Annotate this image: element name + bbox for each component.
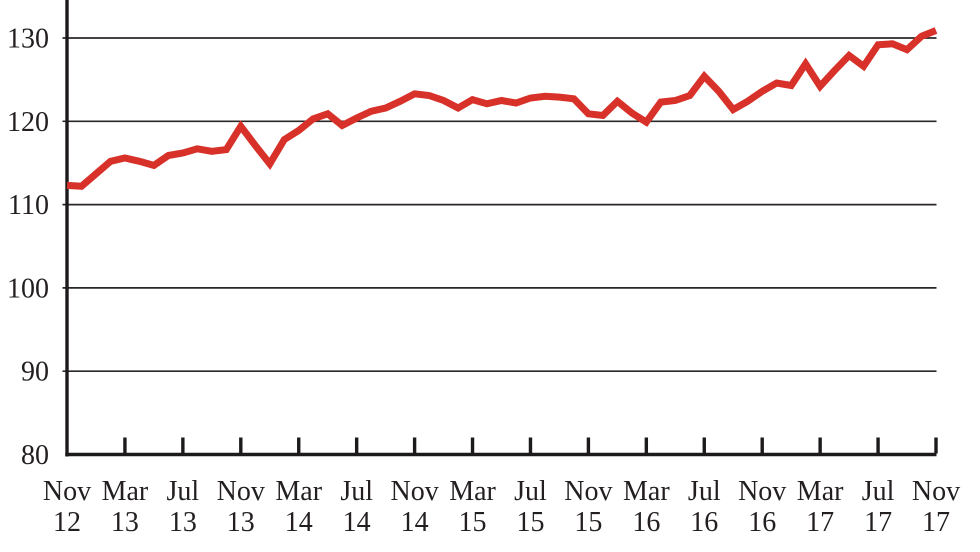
y-tick-label: 130 <box>7 24 49 55</box>
x-tick-label-month: Nov <box>390 476 438 507</box>
x-tick-label-year: 14 <box>401 507 429 538</box>
y-axis-labels: 80 90 100 110 120 130 <box>7 24 49 472</box>
x-tick-label-year: 16 <box>632 507 660 538</box>
x-tick-label-month: Nov <box>564 476 612 507</box>
y-tick-label: 80 <box>21 440 49 471</box>
x-tick-label-year: 14 <box>285 507 313 538</box>
x-tick-label-month: Nov <box>217 476 265 507</box>
x-axis-labels: Nov12Mar13Jul13Nov13Mar14Jul14Nov14Mar15… <box>43 476 960 538</box>
x-tick-label-year: 17 <box>922 507 950 538</box>
x-tick-label-year: 17 <box>864 507 892 538</box>
x-tick-label-month: Nov <box>738 476 786 507</box>
x-tick-label-month: Jul <box>514 476 547 507</box>
x-tick-label-year: 17 <box>806 507 834 538</box>
gridlines <box>62 37 937 373</box>
x-tick-label-year: 15 <box>516 507 544 538</box>
x-tick-label-month: Jul <box>340 476 373 507</box>
x-tick-label-year: 14 <box>343 507 371 538</box>
x-tick-label-month: Jul <box>862 476 895 507</box>
x-tick-label-month: Mar <box>797 476 844 507</box>
x-tick-label-year: 13 <box>111 507 139 538</box>
x-tick-label-year: 12 <box>53 507 81 538</box>
axes <box>65 0 937 457</box>
x-tick-label-month: Jul <box>167 476 200 507</box>
x-tick-label-year: 13 <box>227 507 255 538</box>
y-tick-label: 90 <box>21 357 49 388</box>
x-tick-label-month: Nov <box>912 476 960 507</box>
x-tick-label-month: Nov <box>43 476 91 507</box>
x-ticks <box>123 437 938 454</box>
x-tick-label-year: 16 <box>748 507 776 538</box>
x-tick-label-year: 13 <box>169 507 197 538</box>
x-tick-label-month: Mar <box>275 476 322 507</box>
x-tick-label-month: Mar <box>102 476 149 507</box>
series-lines <box>66 27 938 190</box>
y-tick-label: 100 <box>7 273 49 304</box>
data-line-index-line <box>66 27 938 190</box>
y-tick-label: 110 <box>8 190 49 221</box>
x-tick-label-year: 15 <box>574 507 602 538</box>
x-tick-label-year: 15 <box>459 507 487 538</box>
y-tick-label: 120 <box>7 107 49 138</box>
x-tick-label-month: Jul <box>688 476 721 507</box>
x-tick-label-month: Mar <box>449 476 496 507</box>
x-tick-label-month: Mar <box>623 476 670 507</box>
x-tick-label-year: 16 <box>690 507 718 538</box>
